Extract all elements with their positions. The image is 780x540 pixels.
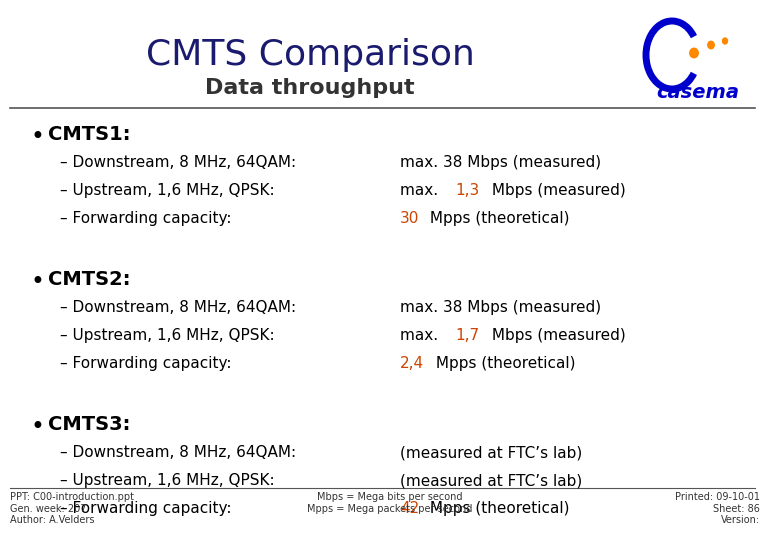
Text: •: •: [30, 415, 44, 439]
Text: Printed: 09-10-01
Sheet: 86
Version:: Printed: 09-10-01 Sheet: 86 Version:: [675, 492, 760, 525]
Text: max.: max.: [400, 183, 443, 198]
Ellipse shape: [707, 41, 714, 49]
Text: – Upstream, 1,6 MHz, QPSK:: – Upstream, 1,6 MHz, QPSK:: [60, 183, 275, 198]
Text: CMTS1:: CMTS1:: [48, 125, 130, 144]
Text: 2,4: 2,4: [400, 356, 424, 371]
Text: 30: 30: [400, 211, 420, 226]
Ellipse shape: [690, 48, 698, 58]
Text: (measured at FTC’s lab): (measured at FTC’s lab): [400, 445, 582, 460]
Text: – Forwarding capacity:: – Forwarding capacity:: [60, 356, 232, 371]
Text: PPT: C00-introduction.ppt
Gen. week: 207
Author: A.Velders: PPT: C00-introduction.ppt Gen. week: 207…: [10, 492, 134, 525]
Text: – Downstream, 8 MHz, 64QAM:: – Downstream, 8 MHz, 64QAM:: [60, 445, 296, 460]
Text: •: •: [30, 125, 44, 149]
Text: – Downstream, 8 MHz, 64QAM:: – Downstream, 8 MHz, 64QAM:: [60, 300, 296, 315]
Text: – Upstream, 1,6 MHz, QPSK:: – Upstream, 1,6 MHz, QPSK:: [60, 328, 275, 343]
Text: – Forwarding capacity:: – Forwarding capacity:: [60, 211, 232, 226]
Text: 42: 42: [400, 501, 420, 516]
Text: CMTS2:: CMTS2:: [48, 270, 130, 289]
Text: 1,3: 1,3: [456, 183, 480, 198]
Text: Mbps (measured): Mbps (measured): [487, 183, 626, 198]
Text: – Downstream, 8 MHz, 64QAM:: – Downstream, 8 MHz, 64QAM:: [60, 155, 296, 170]
Text: max. 38 Mbps (measured): max. 38 Mbps (measured): [400, 300, 601, 315]
Text: casema: casema: [657, 83, 739, 102]
Text: Mbps (measured): Mbps (measured): [487, 328, 626, 343]
Text: (measured at FTC’s lab): (measured at FTC’s lab): [400, 473, 582, 488]
Text: 1,7: 1,7: [456, 328, 480, 343]
Text: – Forwarding capacity:: – Forwarding capacity:: [60, 501, 232, 516]
Text: •: •: [30, 270, 44, 294]
Text: CMTS3:: CMTS3:: [48, 415, 130, 434]
Text: CMTS Comparison: CMTS Comparison: [146, 38, 474, 72]
Ellipse shape: [722, 38, 728, 44]
Text: Mpps (theoretical): Mpps (theoretical): [425, 501, 569, 516]
Text: Mpps (theoretical): Mpps (theoretical): [431, 356, 576, 371]
Text: max.: max.: [400, 328, 443, 343]
Text: – Upstream, 1,6 MHz, QPSK:: – Upstream, 1,6 MHz, QPSK:: [60, 473, 275, 488]
Text: Mbps = Mega bits per second
Mpps = Mega packets per second: Mbps = Mega bits per second Mpps = Mega …: [307, 492, 473, 514]
Text: Data throughput: Data throughput: [205, 78, 415, 98]
Text: max. 38 Mbps (measured): max. 38 Mbps (measured): [400, 155, 601, 170]
Text: Mpps (theoretical): Mpps (theoretical): [425, 211, 569, 226]
